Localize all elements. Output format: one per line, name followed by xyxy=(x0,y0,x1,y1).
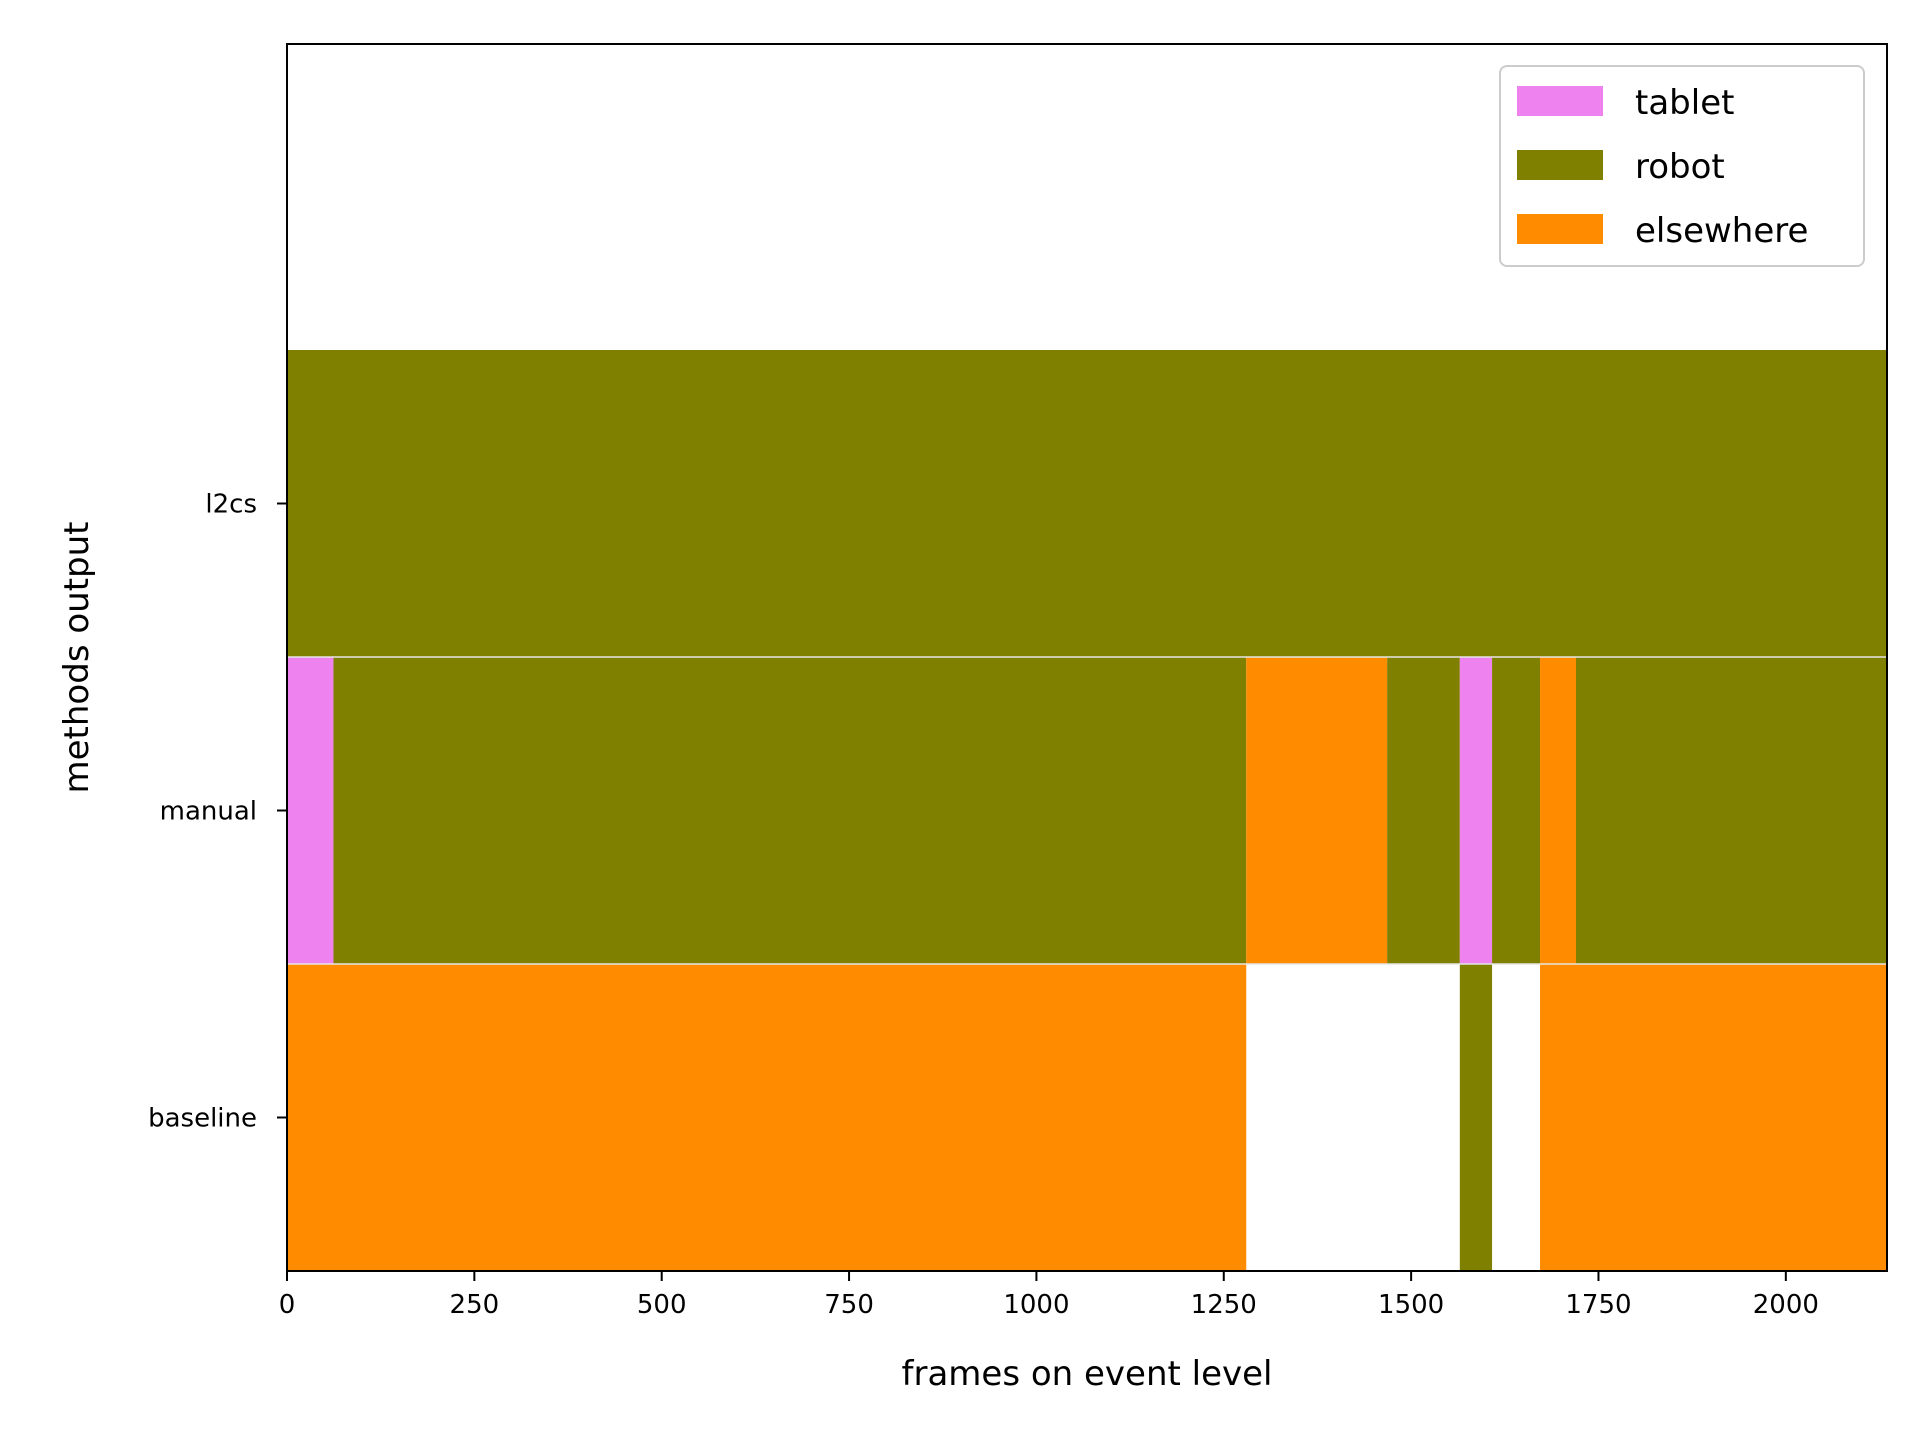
legend-label-elsewhere: elsewhere xyxy=(1635,211,1808,251)
segment-manual-1-robot xyxy=(333,657,1247,964)
x-tick-label: 1750 xyxy=(1565,1290,1631,1320)
segment-manual-5-robot xyxy=(1492,657,1541,964)
x-tick-label: 250 xyxy=(450,1290,500,1320)
x-tick-label: 1250 xyxy=(1191,1290,1257,1320)
legend-swatch-robot xyxy=(1517,150,1603,180)
x-axis: 0 250 500 750 1000 1250 1500 1750 2000 xyxy=(279,1271,1819,1320)
axes-frame xyxy=(286,43,1888,1272)
y-tick-label: manual xyxy=(160,797,257,827)
y-tick-label: l2cs xyxy=(205,490,257,520)
segment-manual-4-tablet xyxy=(1459,657,1493,964)
y-tick-label: baseline xyxy=(148,1104,257,1134)
row-separators xyxy=(287,656,1887,965)
legend: tablet robot elsewhere xyxy=(1499,65,1865,267)
x-tick-label: 1000 xyxy=(1003,1290,1069,1320)
legend-label-tablet: tablet xyxy=(1635,83,1734,123)
y-axis-label: methods output xyxy=(57,522,97,794)
segment-manual-2-elsewhere xyxy=(1246,657,1388,964)
x-tick-label: 500 xyxy=(637,1290,687,1320)
segment-baseline-0-elsewhere xyxy=(287,964,1247,1271)
segment-manual-6-elsewhere xyxy=(1540,657,1576,964)
segment-manual-0-tablet xyxy=(287,657,334,964)
x-tick-label: 750 xyxy=(824,1290,874,1320)
legend-swatch-tablet xyxy=(1517,86,1603,116)
x-tick-label: 0 xyxy=(279,1290,296,1320)
segment-baseline-2-elsewhere xyxy=(1540,964,1887,1271)
legend-label-robot: robot xyxy=(1635,147,1725,187)
x-tick-label: 1500 xyxy=(1378,1290,1444,1320)
segment-baseline-1-robot xyxy=(1459,964,1493,1271)
plot-area xyxy=(287,350,1887,1271)
x-axis-label: frames on event level xyxy=(902,1354,1273,1394)
x-tick-label: 2000 xyxy=(1753,1290,1819,1320)
segment-manual-3-robot xyxy=(1387,657,1460,964)
legend-swatch-elsewhere xyxy=(1517,214,1603,244)
segment-l2cs-0-robot xyxy=(287,350,1887,657)
y-axis: baseline manual l2cs xyxy=(148,490,287,1134)
segment-manual-7-robot xyxy=(1575,657,1887,964)
